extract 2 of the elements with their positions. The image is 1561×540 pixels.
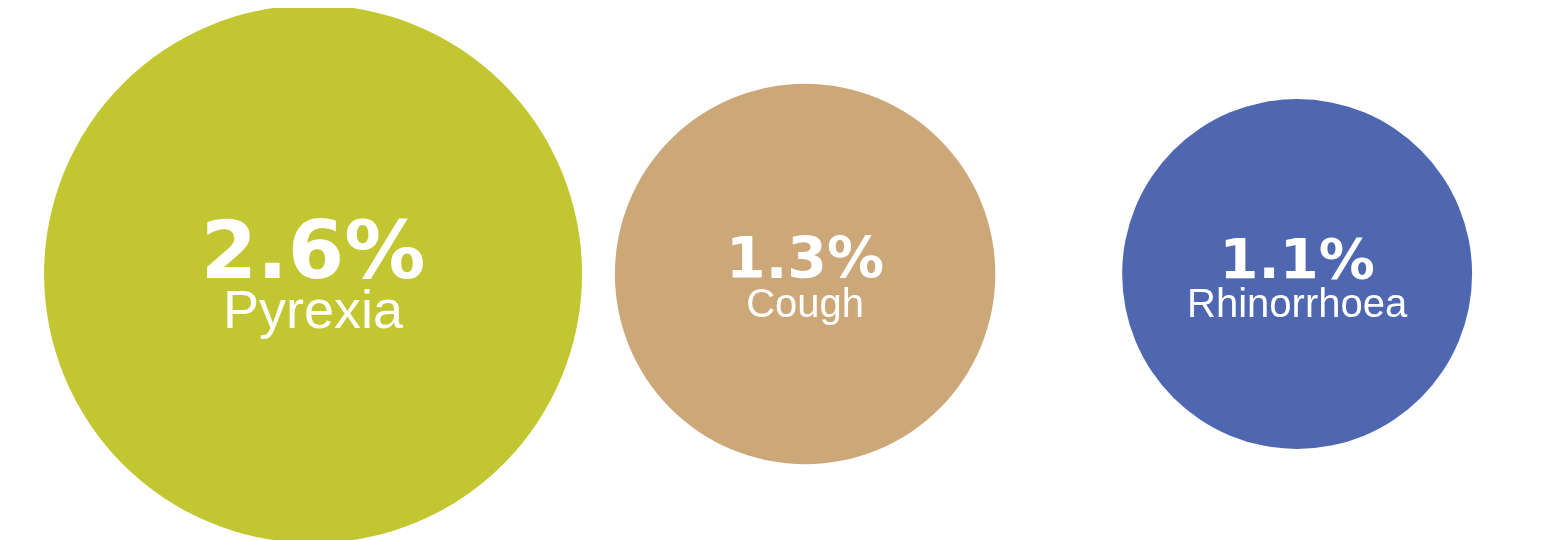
category-label: Rhinorrhoea [1187,281,1408,326]
category-label: Cough [746,281,865,326]
